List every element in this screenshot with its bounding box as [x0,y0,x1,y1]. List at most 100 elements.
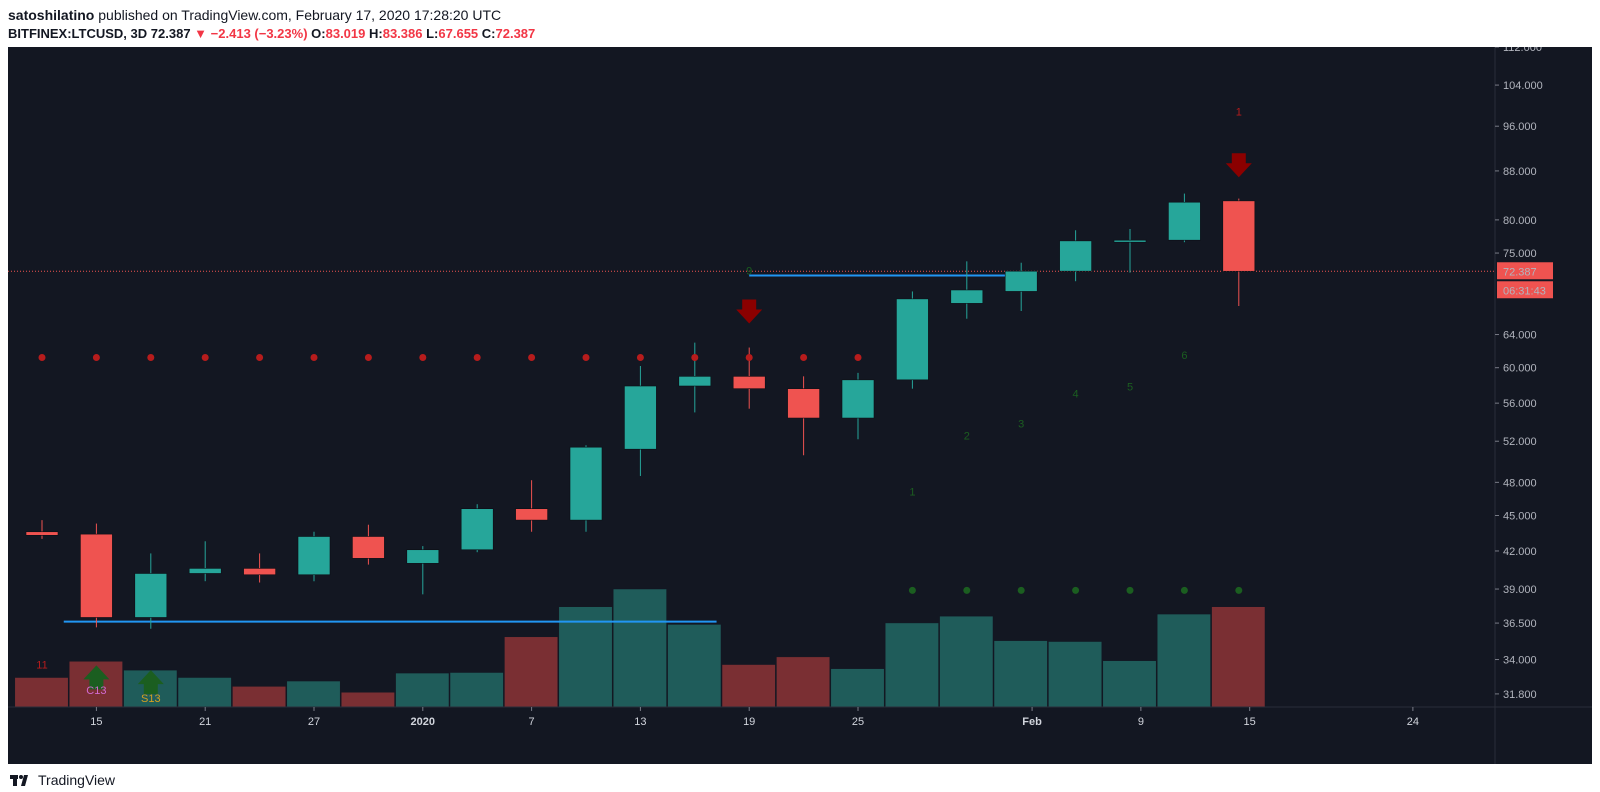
candle-body [188,568,222,574]
time-tick-label: 27 [308,716,320,728]
volume-bar [504,636,559,708]
close-value: 72.387 [495,26,536,41]
symbol-legend: BITFINEX:LTCUSD, 3D 72.387 ▼ −2.413 (−3.… [8,26,535,41]
price-tick-label: 56.000 [1503,398,1537,410]
price-tick-label: 45.000 [1503,511,1537,523]
countdown-badge-text: 06:31:43 [1503,285,1546,297]
resistance-dot [528,354,536,362]
volume-bar [1156,613,1211,708]
td-count-label: 3 [1018,419,1024,431]
last-price: 72.387 [150,26,191,41]
low-label: L: [426,26,439,41]
volume-bar [884,622,939,708]
candle-body [243,568,276,576]
candle-body [732,376,766,389]
candle-body [80,533,113,618]
price-tick-label: 64.000 [1503,330,1537,342]
candle-body [678,376,712,387]
open-label: O: [311,26,326,41]
chart-area[interactable]: 11 C13 S13 9 1 2 3 4 5 6 1 112.000 104.000 96.000 88.0… [8,47,1592,764]
time-tick-label: 13 [634,716,646,728]
price-tick-label: 48.000 [1503,477,1537,489]
candle-body [896,298,929,381]
last-price-badge [1497,262,1553,280]
td-count-label: 1 [909,486,915,498]
countdown-badge [1497,281,1553,299]
price-tick-label: 75.000 [1503,248,1537,260]
candle-body [1113,239,1147,243]
volume-bar [232,686,287,708]
td-count-label: S13 [141,693,161,705]
time-tick-label: 19 [743,716,755,728]
candle-body [841,379,875,419]
candle-body [406,549,440,564]
candle-body [134,573,168,618]
symbol-name[interactable]: BITFINEX:LTCUSD, 3D [8,26,148,41]
candle-body [515,508,548,521]
volume-bar [14,677,69,708]
publish-info: satoshilatino published on TradingView.c… [8,7,501,23]
td-count-label: C13 [86,685,106,697]
price-tick-label: 31.800 [1503,689,1537,701]
down-triangle-icon: ▼ [194,26,208,41]
price-tick-label: 88.000 [1503,166,1537,178]
buy-arrow-icon [137,670,164,695]
support-dot [1017,586,1025,594]
volume-bar [776,656,831,708]
footer: TradingView [10,770,115,790]
tradingview-brand[interactable]: TradingView [38,772,116,788]
candle-body [624,385,657,450]
price-tick-label: 52.000 [1503,436,1537,448]
td-count-label: 5 [1127,381,1133,393]
resistance-dot [800,354,808,362]
candle-body [25,531,59,536]
resistance-dot [310,354,318,362]
volume-bar [721,664,776,708]
volume-bar [449,672,504,708]
volume-bar [939,615,994,708]
resistance-dot [364,354,372,362]
support-dot [1126,586,1134,594]
sell-arrow-icon [736,299,763,324]
resistance-dot [147,354,155,362]
volume-bar [395,672,450,708]
volume-bar [177,677,232,708]
candle-body [1222,200,1256,272]
low-value: 67.655 [438,26,479,41]
tradingview-logo-icon[interactable] [10,773,32,787]
price-tick-label: 34.000 [1503,655,1537,667]
support-dot [1235,586,1243,594]
support-dot [908,586,916,594]
time-tick-label: 24 [1407,716,1419,728]
price-tick-label: 36.500 [1503,618,1537,630]
time-tick-label: 9 [1138,716,1144,728]
high-value: 83.386 [382,26,423,41]
td-count-label: 6 [1181,350,1187,362]
price-tick-label: 60.000 [1503,363,1537,375]
td-count-label: 9 [746,266,752,278]
resistance-dot [473,354,481,362]
author-name[interactable]: satoshilatino [8,7,95,23]
volume-bar [830,668,885,708]
candle-body [1168,201,1201,241]
candle-body [787,388,820,419]
time-tick-label: Feb [1022,716,1042,728]
resistance-dot [691,354,699,362]
price-tick-label: 42.000 [1503,546,1537,558]
candle-body [1059,240,1092,272]
support-dot [963,586,971,594]
td-count-label: 4 [1073,389,1079,401]
volume-bar [1048,641,1103,708]
resistance-dot [256,354,264,362]
volume-bar [612,588,667,708]
last-price-badge-text: 72.387 [1503,266,1537,278]
resistance-dot [745,354,753,362]
resistance-dot [636,354,644,362]
price-tick-label: 112.000 [1503,47,1542,54]
price-chart[interactable]: 11 C13 S13 9 1 2 3 4 5 6 1 112.000 104.000 96.000 88.0… [8,47,1592,764]
publish-text: published on TradingView.com, February 1… [98,7,502,23]
volume-bar [286,680,341,708]
resistance-dot [419,354,427,362]
td-count-label: 2 [964,430,970,442]
td-count-label: 11 [36,660,47,672]
